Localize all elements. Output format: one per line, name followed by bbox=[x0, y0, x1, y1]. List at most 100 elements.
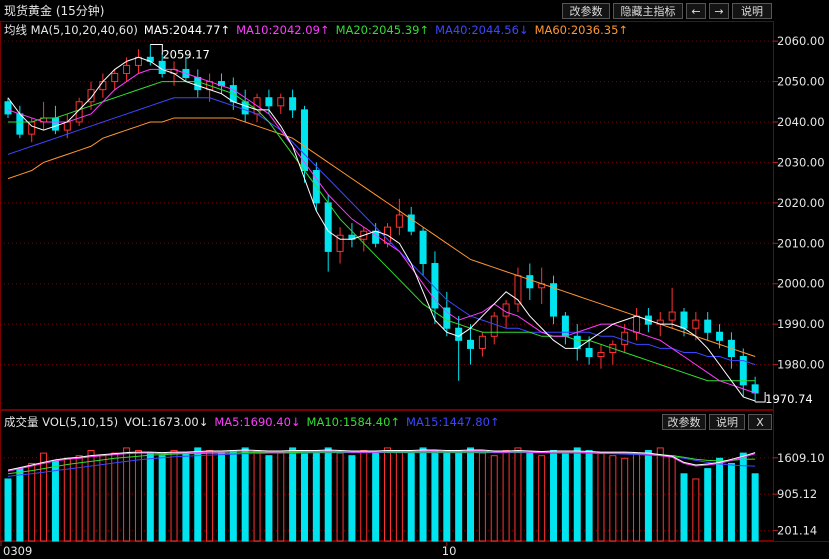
vol-legend: 成交量 VOL(5,10,15) VOL:1673.00↓ MA5:1690.40↓… bbox=[4, 414, 506, 430]
price-tick-label: 2020.00 bbox=[777, 196, 825, 210]
volume-bar bbox=[502, 450, 510, 542]
candle-body bbox=[490, 315, 498, 337]
candle-body bbox=[467, 339, 475, 349]
volume-bar bbox=[739, 452, 747, 542]
candle-body bbox=[692, 319, 700, 329]
vol-close-button[interactable]: X bbox=[748, 414, 772, 430]
candle-body bbox=[4, 101, 12, 115]
price-tick-label: 2050.00 bbox=[777, 75, 825, 89]
volume-tick-label: 905.12 bbox=[777, 487, 817, 501]
vol-ma5-value: MA5:1690.40↓ bbox=[214, 415, 301, 429]
volume-bar bbox=[526, 452, 534, 542]
volume-bar bbox=[585, 450, 593, 542]
candle-body bbox=[51, 117, 59, 131]
volume-bar bbox=[514, 447, 522, 542]
main-frame bbox=[0, 21, 774, 410]
candle-body bbox=[111, 72, 119, 83]
ma20-value: MA20:2045.39↑ bbox=[335, 23, 430, 37]
volume-bar bbox=[704, 468, 712, 542]
price-tick-label: 2010.00 bbox=[777, 236, 825, 250]
volume-bar bbox=[217, 452, 225, 542]
volume-bar bbox=[87, 450, 95, 542]
ma10-line bbox=[7, 68, 756, 394]
volume-bar bbox=[609, 455, 617, 542]
vol-edit-params-button[interactable]: 改参数 bbox=[662, 414, 706, 430]
volume-bar bbox=[63, 457, 71, 542]
vol-ma15-value: MA15:1447.80↑ bbox=[406, 415, 500, 429]
ma5-line bbox=[7, 56, 756, 402]
candle-body bbox=[407, 214, 415, 232]
volume-bar bbox=[206, 450, 214, 542]
ma10-value: MA10:2042.09↑ bbox=[236, 23, 330, 37]
candle-body bbox=[395, 214, 403, 228]
price-tick-label: 2040.00 bbox=[777, 115, 825, 129]
candle-body bbox=[526, 275, 534, 289]
volume-bar bbox=[478, 452, 486, 542]
candle-body bbox=[561, 315, 569, 337]
volume-bar bbox=[467, 447, 475, 542]
volume-bar bbox=[727, 462, 735, 542]
volume-bar bbox=[300, 452, 308, 542]
x-tick-label: 0309 bbox=[3, 544, 32, 558]
prev-arrow-button[interactable]: ← bbox=[686, 3, 706, 19]
low-annotation: 1970.74 bbox=[765, 392, 813, 406]
price-tick-label: 2030.00 bbox=[777, 155, 825, 169]
low-marker bbox=[755, 392, 766, 403]
vol-ma-white-line bbox=[7, 449, 756, 471]
volume-bar bbox=[111, 452, 119, 542]
vol-help-button[interactable]: 说明 bbox=[709, 414, 745, 430]
x-tick-label: 10 bbox=[442, 544, 457, 558]
ma5-value: MA5:2044.77↑ bbox=[143, 23, 231, 37]
volume-bar bbox=[431, 450, 439, 542]
volume-bar bbox=[241, 447, 249, 542]
hide-indicator-button[interactable]: 隐藏主指标 bbox=[613, 3, 683, 19]
price-tick-label: 2060.00 bbox=[777, 34, 825, 48]
candle-body bbox=[478, 335, 486, 349]
candle-body bbox=[99, 81, 107, 91]
candle-body bbox=[289, 97, 297, 111]
ma-legend: 均线 MA(5,10,20,40,60) MA5:2044.77↑ MA10:204… bbox=[4, 22, 634, 38]
volume-bar bbox=[597, 452, 605, 542]
volume-bar bbox=[265, 455, 273, 542]
candle-body bbox=[704, 319, 712, 333]
volume-bar bbox=[229, 450, 237, 542]
price-tick-label: 2000.00 bbox=[777, 277, 825, 291]
volume-bar bbox=[656, 447, 664, 542]
candle-body bbox=[16, 113, 24, 135]
volume-bar bbox=[182, 452, 190, 542]
candle-body bbox=[419, 230, 427, 265]
volume-bar bbox=[123, 447, 131, 542]
volume-bar bbox=[51, 460, 59, 542]
next-arrow-button[interactable]: → bbox=[709, 3, 729, 19]
volume-bar bbox=[538, 455, 546, 542]
volume-bar bbox=[146, 452, 154, 542]
volume-bar bbox=[289, 447, 297, 542]
help-button[interactable]: 说明 bbox=[732, 3, 772, 19]
candle-body bbox=[550, 283, 558, 317]
volume-bar bbox=[4, 478, 12, 542]
volume-bar bbox=[395, 450, 403, 542]
volume-bar bbox=[573, 447, 581, 542]
candle-body bbox=[668, 311, 676, 321]
volume-tick-label: 1609.10 bbox=[777, 451, 825, 465]
volume-bar bbox=[644, 450, 652, 542]
price-tick-label: 1980.00 bbox=[777, 358, 825, 372]
candle-body bbox=[597, 351, 605, 358]
volume-bar bbox=[360, 450, 368, 542]
candle-body bbox=[75, 101, 83, 123]
volume-bar bbox=[621, 457, 629, 542]
volume-bar bbox=[336, 452, 344, 542]
edit-params-button[interactable]: 改参数 bbox=[562, 3, 610, 19]
high-marker bbox=[150, 43, 163, 55]
vol-ma10-value: MA10:1584.40↑ bbox=[306, 415, 401, 429]
volume-tick-label: 201.14 bbox=[777, 524, 817, 538]
volume-bar bbox=[16, 468, 24, 542]
candle-body bbox=[585, 347, 593, 358]
volume-bar bbox=[633, 452, 641, 542]
volume-bar bbox=[443, 452, 451, 542]
volume-bar bbox=[158, 455, 166, 542]
volume-bar bbox=[277, 452, 285, 542]
volume-bar bbox=[407, 452, 415, 542]
volume-bar bbox=[668, 455, 676, 542]
